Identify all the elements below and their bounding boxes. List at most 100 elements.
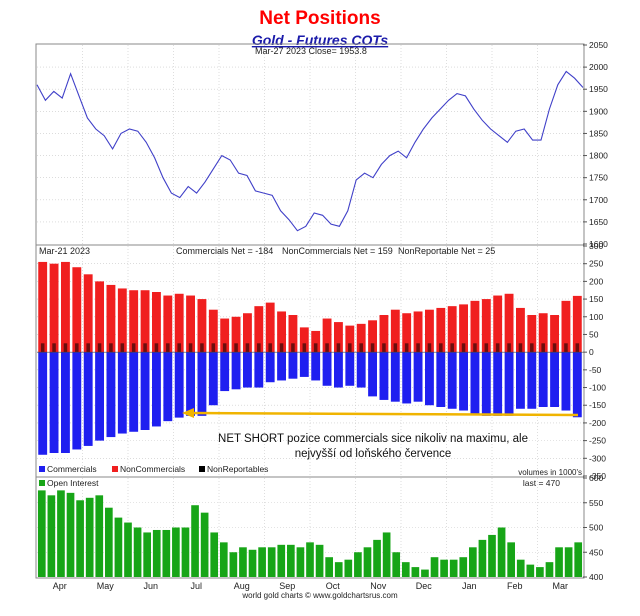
month-label: Jan — [462, 581, 477, 591]
net-y-tick-label: 250 — [589, 259, 603, 269]
open-interest-bar — [143, 532, 151, 577]
legend-noncommercials: NonCommercials — [120, 464, 185, 474]
open-interest-bar — [401, 562, 410, 577]
commercials-bar — [38, 352, 48, 455]
commercials-bar — [425, 352, 434, 406]
commercials-bar — [129, 352, 139, 432]
commercials-bar — [243, 352, 252, 388]
commercials-bar — [334, 352, 343, 388]
legend-commercials: Commercials — [47, 464, 97, 474]
open-interest-bar — [564, 547, 573, 577]
nonreportables-bar — [245, 343, 250, 353]
open-interest-bar — [516, 559, 525, 577]
noncommercials-bar — [254, 306, 264, 353]
open-interest-bar — [459, 557, 468, 577]
month-label: Jun — [143, 581, 158, 591]
net-y-tick-label: 100 — [589, 312, 603, 322]
open-interest-bar — [229, 552, 238, 577]
noncommercials-bar — [186, 295, 195, 353]
nonreportables-bar — [166, 343, 170, 353]
commercials-bar — [493, 352, 503, 416]
price-y-tick-label: 1700 — [589, 195, 608, 205]
nonreportables-bar — [484, 343, 489, 353]
open-interest-bar — [306, 542, 314, 577]
nonreportables-bar — [120, 343, 125, 353]
open-interest-bar — [325, 557, 333, 577]
commercials-bar — [61, 352, 70, 453]
noncommercials-bar — [516, 307, 525, 353]
noncommercials-bar — [277, 311, 286, 353]
nonreportables-bar — [302, 343, 307, 353]
noncommercials-net-readout: NonCommercials Net = 159 — [282, 246, 393, 256]
legend-swatch-open-interest — [39, 480, 45, 486]
nonreportable-net-readout: NonReportable Net = 25 — [398, 246, 495, 256]
nonreportables-bar — [336, 343, 341, 353]
gold-price-line — [36, 70, 584, 232]
noncommercials-bar — [368, 320, 377, 353]
noncommercials-bar — [49, 263, 59, 353]
open-interest-bar — [430, 557, 439, 577]
open-interest-bar — [363, 547, 372, 577]
nonreportables-bar — [211, 343, 216, 353]
nonreportables-bar — [143, 343, 147, 353]
noncommercials-bar — [220, 318, 230, 353]
legend-nonreportables: NonReportables — [207, 464, 268, 474]
noncommercials-bar — [390, 309, 400, 353]
noncommercials-bar — [152, 292, 161, 353]
open-interest-bar — [344, 559, 353, 577]
nonreportables-bar — [200, 343, 204, 353]
commercials-bar — [220, 352, 230, 392]
price-y-tick-label: 2050 — [589, 40, 608, 50]
commercials-bar — [572, 352, 582, 418]
commercials-bar — [186, 352, 195, 416]
nonreportables-bar — [439, 343, 443, 353]
net-position-bars — [37, 261, 583, 455]
commercials-bar — [322, 352, 332, 386]
noncommercials-bar — [174, 293, 184, 353]
oi-last-readout: last = 470 — [523, 478, 560, 488]
nonreportables-bar — [518, 343, 523, 353]
oi-y-tick-label: 600 — [589, 473, 603, 483]
commercials-bar — [311, 352, 321, 381]
open-interest-bar — [76, 500, 84, 577]
nonreportables-bar — [52, 343, 56, 353]
open-interest-bar — [57, 490, 65, 577]
open-interest-bar — [478, 539, 487, 577]
open-interest-bar — [162, 529, 171, 577]
nonreportables-bar — [313, 343, 318, 353]
oi-y-tick-label: 450 — [589, 547, 603, 557]
price-y-tick-label: 1750 — [589, 173, 608, 183]
legend-swatch-nonreportables — [199, 466, 205, 472]
units-note: volumes in 1000's — [518, 468, 582, 477]
nonreportables-bar — [473, 343, 477, 353]
nonreportables-bar — [416, 343, 420, 353]
commercials-bar — [288, 352, 298, 379]
open-interest-bar — [382, 532, 391, 577]
commercials-bar — [561, 352, 571, 411]
open-interest-bar — [449, 559, 458, 577]
commercials-bar — [390, 352, 400, 402]
net-y-tick-label: -200 — [589, 418, 606, 428]
net-y-tick-label: -50 — [589, 365, 602, 375]
noncommercials-bar — [140, 290, 150, 353]
nonreportables-bar — [507, 343, 511, 353]
noncommercials-bar — [231, 316, 241, 353]
nonreportables-bar — [131, 343, 136, 353]
commercials-bar — [447, 352, 457, 409]
net-y-tick-label: -250 — [589, 436, 606, 446]
commercials-bar — [550, 352, 559, 407]
price-y-tick-label: 1950 — [589, 84, 608, 94]
open-interest-bar — [210, 532, 219, 577]
open-interest-bar — [555, 547, 563, 577]
commercials-bar — [163, 352, 173, 422]
nonreportables-bar — [325, 343, 329, 353]
axis-ticks: 1600165017001750180018501900195020002050… — [53, 40, 608, 591]
net-y-tick-label: -150 — [589, 400, 606, 410]
open-interest-bar — [440, 559, 448, 577]
commercials-bar — [106, 352, 116, 438]
oi-y-tick-label: 500 — [589, 523, 603, 533]
open-interest-bar — [287, 544, 295, 577]
nonreportables-bar — [40, 343, 45, 353]
month-label: Nov — [370, 581, 387, 591]
net-y-tick-label: 50 — [589, 329, 599, 339]
